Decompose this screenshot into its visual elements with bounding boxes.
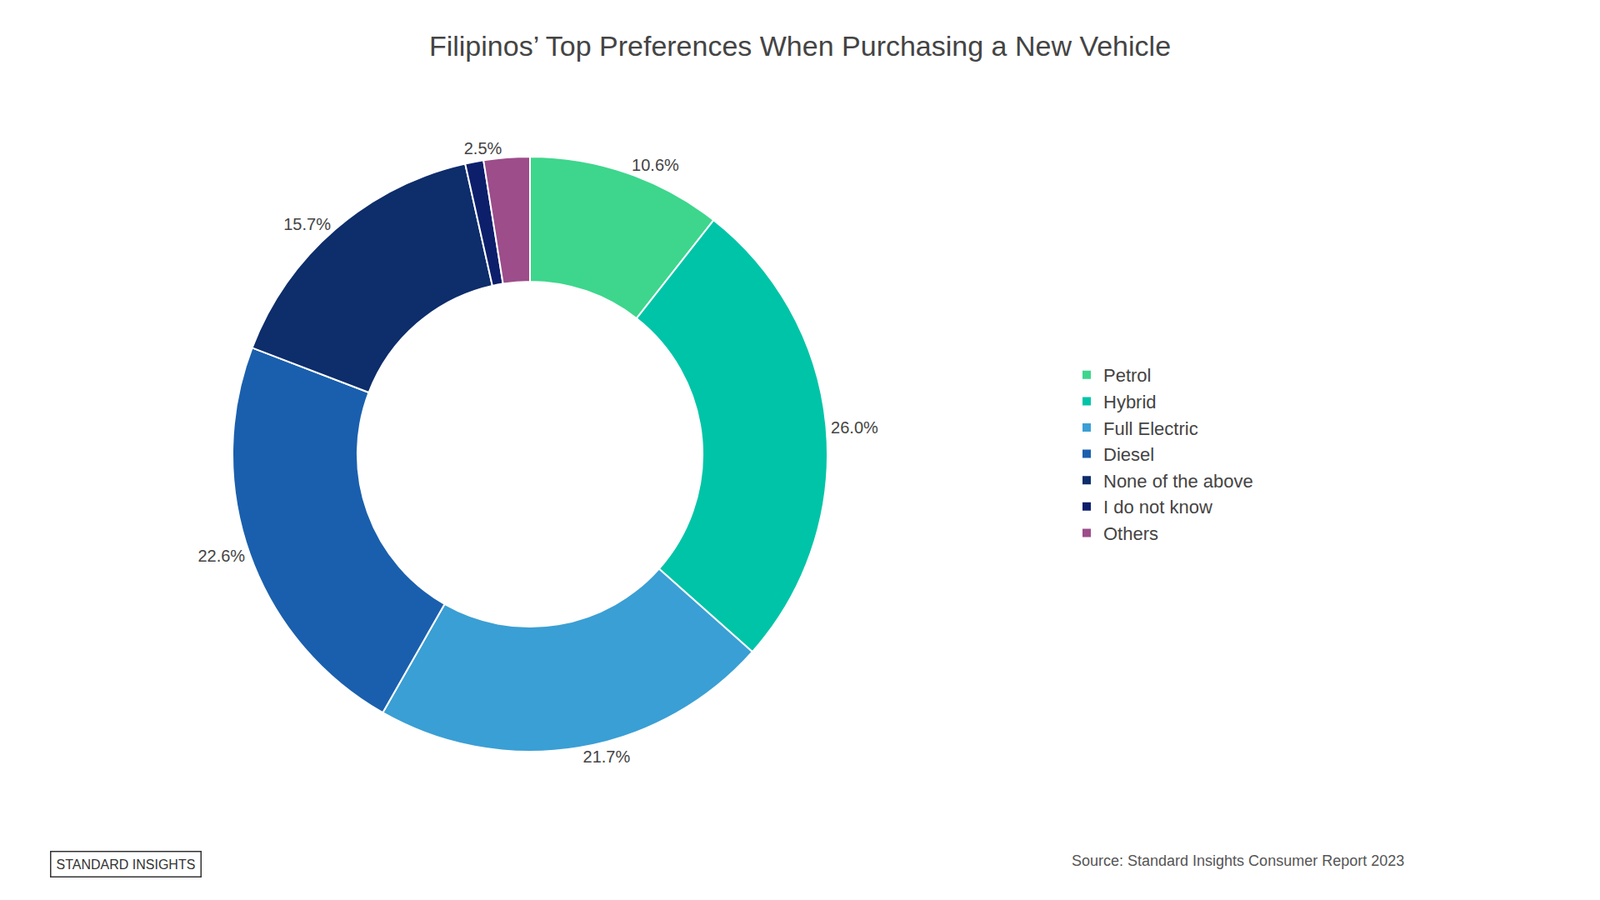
svg-text:10.6%: 10.6% [631,155,680,175]
svg-text:21.7%: 21.7% [583,747,631,766]
svg-text:Hybrid: Hybrid [1103,391,1157,413]
svg-text:None of the above: None of the above [1103,470,1254,492]
svg-text:STANDARD INSIGHTS: STANDARD INSIGHTS [56,857,196,872]
svg-text:Petrol: Petrol [1103,365,1151,386]
svg-text:15.7%: 15.7% [283,215,331,234]
svg-text:22.6%: 22.6% [197,546,245,565]
svg-text:Full Electric: Full Electric [1103,418,1199,440]
svg-text:2.5%: 2.5% [464,139,503,158]
svg-text:Others: Others [1103,523,1159,545]
svg-text:26.0%: 26.0% [830,418,879,437]
svg-text:Diesel: Diesel [1103,444,1155,465]
svg-text:Filipinos’ Top Preferences Whe: Filipinos’ Top Preferences When Purchasi… [429,30,1171,62]
svg-text:I do not know: I do not know [1103,496,1213,518]
svg-text:Source: Standard Insights Cons: Source: Standard Insights Consumer Repor… [1071,852,1405,870]
